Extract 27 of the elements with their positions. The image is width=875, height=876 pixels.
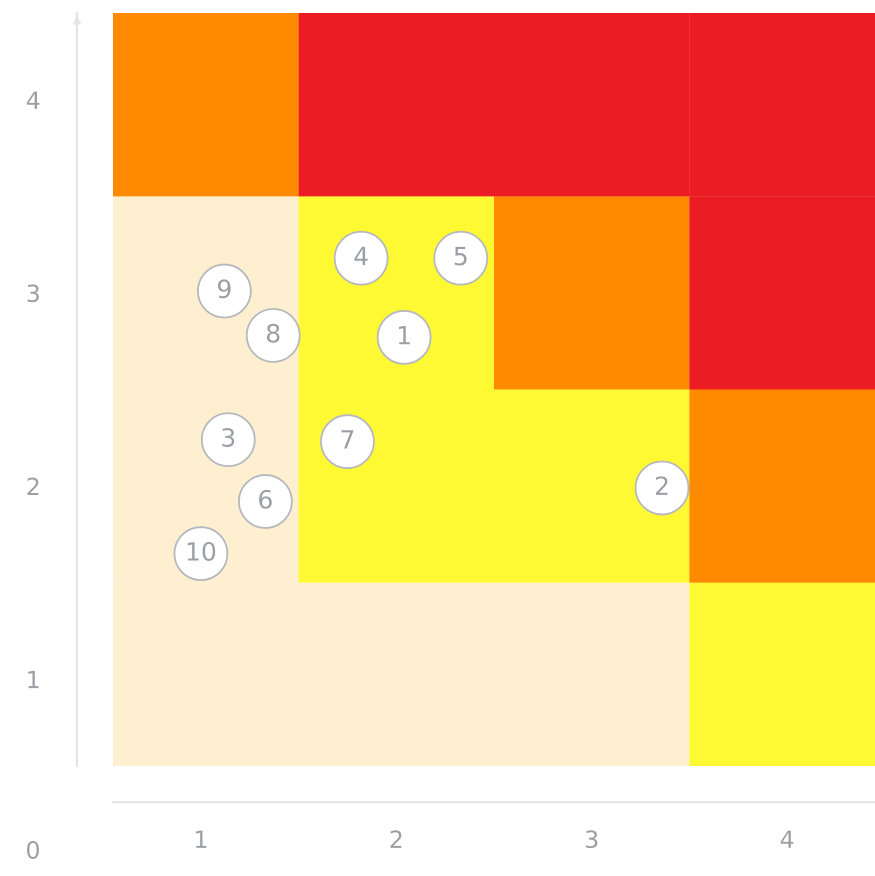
point (376, 310, 432, 365)
annotation: 10 (188, 542, 216, 561)
point (433, 230, 488, 286)
point (334, 230, 388, 286)
annotation: 2 (656, 476, 668, 495)
point (238, 474, 293, 529)
annotation: 9 (218, 279, 231, 298)
x-tick-label: 3 (586, 830, 598, 848)
annotation: 4 (354, 246, 368, 266)
y-tick-label: 2 (27, 477, 38, 496)
annotation: 5 (454, 246, 467, 266)
annotation: 8 (266, 324, 280, 343)
annotation: 7 (342, 430, 354, 449)
annotation: 1 (398, 326, 410, 344)
x-tick-label: 4 (780, 830, 794, 848)
y-tick-label: 1 (28, 670, 39, 688)
annotation: 6 (259, 490, 272, 509)
point (200, 412, 256, 468)
text: 0 (27, 840, 39, 859)
point (320, 414, 375, 469)
point (246, 308, 301, 363)
annotation: 3 (222, 428, 234, 447)
x-tick-label: 2 (390, 830, 402, 848)
x-tick-label: 1 (196, 830, 206, 848)
point (634, 460, 690, 516)
y-tick-label: 4 (26, 92, 40, 109)
y-tick-label: 3 (28, 284, 39, 302)
